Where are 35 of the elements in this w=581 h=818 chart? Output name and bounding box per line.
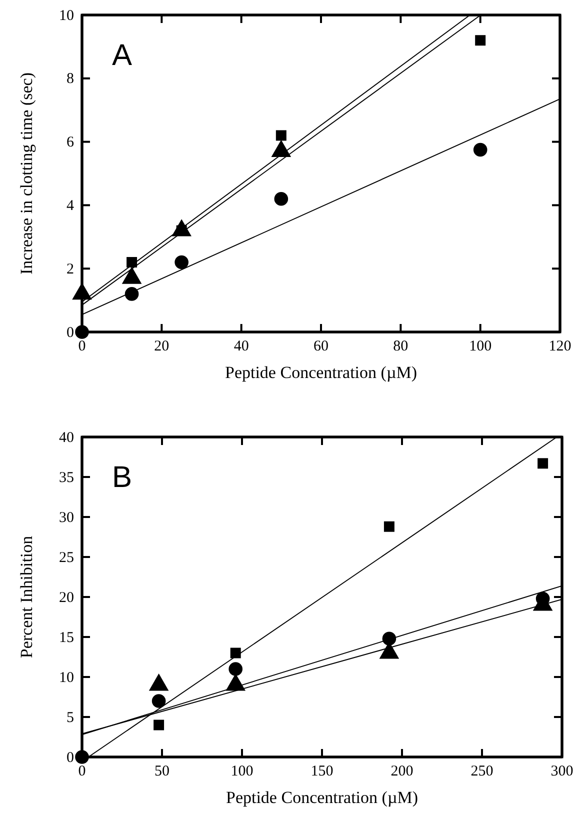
text: A xyxy=(112,39,132,72)
x-tick-label: 120 xyxy=(548,338,572,355)
y-axis-title: Percent Inhibition xyxy=(17,535,36,658)
x-tick-label: 50 xyxy=(154,764,170,780)
y-tick-label: 30 xyxy=(59,510,74,526)
x-tick-label: 250 xyxy=(470,764,494,780)
x-tick-label: 100 xyxy=(230,764,254,780)
y-tick-label: 0 xyxy=(66,750,74,766)
y-tick-label: 10 xyxy=(59,8,74,24)
y-tick-label: 15 xyxy=(59,630,74,646)
y-axis-title: Increase in clotting time (sec) xyxy=(17,72,36,275)
y-tick-label: 20 xyxy=(59,590,74,606)
x-axis-title: Peptide Concentration (µM) xyxy=(226,788,418,807)
y-tick-label: 4 xyxy=(66,198,74,214)
x-tick-label: 40 xyxy=(234,338,249,355)
x-tick-label: 20 xyxy=(154,338,170,355)
x-tick-label: 150 xyxy=(310,764,334,780)
y-tick-label: 6 xyxy=(66,134,74,151)
y-tick-label: 0 xyxy=(66,324,74,341)
y-tick-label: 8 xyxy=(66,71,74,88)
x-tick-label: 0 xyxy=(78,764,86,780)
x-axis-title: Peptide Concentration (µM) xyxy=(224,363,418,382)
x-tick-label: 60 xyxy=(314,338,328,355)
x-tick-label: 80 xyxy=(393,338,408,355)
x-tick-label: 0 xyxy=(78,338,86,355)
text: B xyxy=(112,461,132,494)
y-tick-label: 5 xyxy=(66,710,74,726)
x-tick-label: 300 xyxy=(550,764,574,780)
y-tick-label: 35 xyxy=(59,470,74,486)
y-tick-label: 40 xyxy=(59,430,74,446)
y-tick-label: 25 xyxy=(59,550,74,566)
x-tick-label: 200 xyxy=(390,764,414,780)
y-tick-label: 2 xyxy=(66,261,74,278)
x-tick-label: 100 xyxy=(469,338,492,355)
y-tick-label: 10 xyxy=(59,670,74,686)
